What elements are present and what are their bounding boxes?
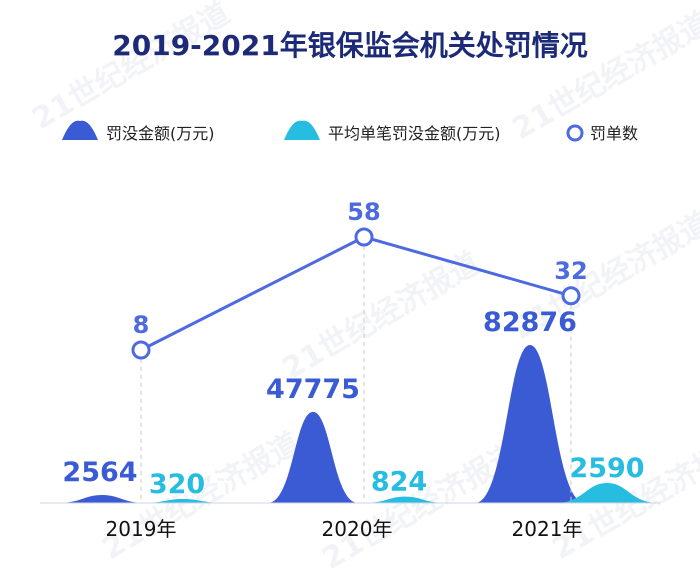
- count-value-label-1: 58: [347, 198, 380, 226]
- legend-label-amount: 罚没金额(万元): [106, 124, 215, 143]
- avg-amount-value-label-2: 2590: [569, 453, 644, 484]
- amount-area-2: [475, 345, 585, 503]
- count-point-2: [561, 286, 581, 306]
- amount-value-label-1: 47775: [266, 374, 360, 405]
- amount-area-1: [268, 411, 358, 503]
- count-point-1: [354, 227, 374, 247]
- avg-amount-value-label-1: 824: [371, 467, 427, 498]
- legend-icon-avg-amount: [284, 120, 320, 140]
- chart-title: 2019-2021年银保监会机关处罚情况: [112, 29, 587, 62]
- category-label-0: 2019年: [106, 517, 177, 541]
- avg-amount-value-label-0: 320: [149, 469, 205, 500]
- legend-label-avg-amount: 平均单笔罚没金额(万元): [328, 124, 501, 143]
- legend-icon-amount: [62, 120, 98, 140]
- legend: 罚没金额(万元) 平均单笔罚没金额(万元) 罚单数: [62, 120, 638, 143]
- amount-area-0: [57, 495, 147, 503]
- count-value-label-0: 8: [133, 311, 150, 339]
- count-value-label-2: 32: [554, 257, 587, 285]
- watermark-text: 21世纪经济报道: [317, 436, 527, 577]
- amount-value-label-2: 82876: [483, 307, 577, 338]
- category-label-1: 2020年: [322, 517, 393, 541]
- avg-amount-area-1: [363, 496, 447, 503]
- avg-amount-area-2: [555, 483, 659, 503]
- watermark-text: 21世纪经济报道: [27, 0, 237, 137]
- amount-value-label-0: 2564: [62, 457, 137, 488]
- legend-icon-count: [566, 124, 584, 142]
- chart-marks: 8 58 32 2564 47775 82876 320 824 2590 2019年 2020年 2…: [40, 198, 660, 541]
- category-label-2: 2021年: [512, 517, 583, 541]
- avg-amount-area-0: [141, 499, 225, 503]
- count-point-0: [131, 340, 151, 360]
- legend-label-count: 罚单数: [590, 124, 638, 143]
